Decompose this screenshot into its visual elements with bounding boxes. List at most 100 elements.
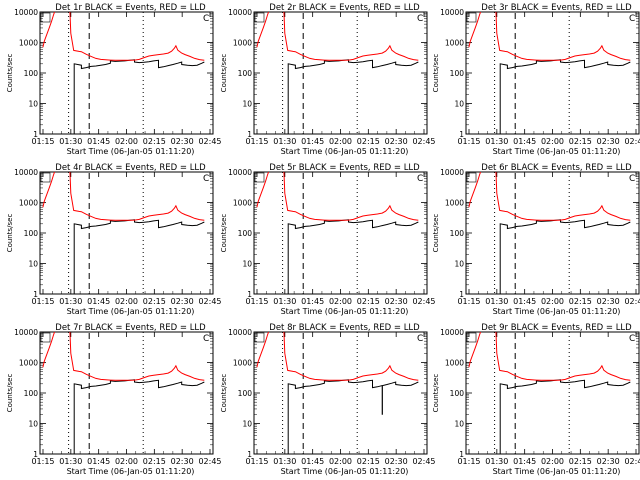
- x-tick-label: 02:45: [412, 457, 435, 466]
- x-tick-label: 02:45: [198, 297, 221, 306]
- plot-title: Det 3r BLACK = Events, RED = LLD: [481, 3, 632, 13]
- y-axis-label: Counts/sec: [6, 214, 14, 253]
- corner-box: [40, 332, 51, 343]
- x-tick-label: 02:30: [385, 297, 408, 306]
- y-tick-label: 1: [33, 130, 38, 139]
- plot-title: Det 7r BLACK = Events, RED = LLD: [55, 323, 206, 333]
- corner-label: C: [417, 334, 423, 344]
- y-tick-label: 1: [459, 290, 464, 299]
- x-tick-label: 01:30: [273, 137, 296, 146]
- x-tick-label: 02:00: [115, 297, 138, 306]
- y-tick-label: 1000: [233, 359, 252, 368]
- plot-frame: [465, 171, 640, 295]
- y-tick-label: 10000: [14, 168, 38, 177]
- y-tick-label: 1000: [445, 359, 464, 368]
- series-line-events: [499, 219, 631, 294]
- y-tick-label: 10: [28, 420, 38, 429]
- y-tick-label: 100: [24, 229, 39, 238]
- y-tick-label: 1: [33, 290, 38, 299]
- y-axis-label: Counts/sec: [220, 374, 228, 413]
- x-tick-label: 01:15: [457, 297, 480, 306]
- x-tick-label: 02:30: [171, 457, 194, 466]
- x-tick-label: 02:00: [329, 137, 352, 146]
- series-group: [256, 332, 419, 454]
- y-tick-label: 10000: [228, 8, 252, 17]
- y-tick-label: 10: [242, 100, 252, 109]
- x-tick-label: 02:00: [541, 457, 564, 466]
- series-group: [256, 12, 419, 134]
- corner-label: C: [203, 14, 209, 24]
- series-line-events: [73, 59, 205, 134]
- x-tick-label: 02:45: [624, 137, 640, 146]
- y-tick-label: 10000: [14, 328, 38, 337]
- x-tick-label: 01:15: [31, 137, 54, 146]
- x-tick-label: 02:00: [541, 137, 564, 146]
- y-axis-label: Counts/sec: [432, 214, 440, 253]
- x-tick-label: 02:45: [624, 297, 640, 306]
- x-tick-label: 01:15: [245, 457, 268, 466]
- x-tick-label: 01:30: [59, 137, 82, 146]
- series-line-events: [499, 379, 631, 454]
- plot-frame: [465, 331, 640, 455]
- series-line-events: [287, 219, 419, 294]
- series-line-lld: [468, 332, 631, 381]
- series-line-lld: [42, 172, 205, 221]
- x-tick-label: 02:45: [198, 457, 221, 466]
- x-axis-label: Start Time (06-Jan-05 01:11:20): [281, 467, 409, 476]
- y-tick-label: 10: [454, 100, 464, 109]
- x-tick-label: 02:30: [385, 457, 408, 466]
- x-axis-label: Start Time (06-Jan-05 01:11:20): [67, 307, 195, 316]
- y-tick-label: 10000: [228, 168, 252, 177]
- series-line-events: [287, 379, 419, 454]
- y-tick-label: 1000: [19, 39, 38, 48]
- x-axis-label: Start Time (06-Jan-05 01:11:20): [493, 467, 621, 476]
- y-tick-label: 1: [33, 450, 38, 459]
- x-tick-label: 02:30: [171, 137, 194, 146]
- y-tick-label: 100: [238, 389, 253, 398]
- y-tick-label: 1: [247, 290, 252, 299]
- x-tick-label: 01:45: [301, 457, 324, 466]
- y-axis-label: Counts/sec: [6, 54, 14, 93]
- x-tick-label: 01:30: [273, 297, 296, 306]
- series-line-lld: [256, 12, 419, 61]
- x-tick-label: 01:45: [513, 297, 536, 306]
- series-group: [256, 172, 419, 294]
- series-line-events: [287, 59, 419, 134]
- y-tick-label: 100: [238, 229, 253, 238]
- y-tick-label: 100: [450, 389, 465, 398]
- series-group: [468, 12, 631, 134]
- x-tick-label: 02:15: [357, 297, 380, 306]
- x-tick-label: 02:30: [597, 297, 620, 306]
- y-tick-label: 100: [24, 389, 39, 398]
- x-tick-label: 01:15: [457, 457, 480, 466]
- x-tick-label: 02:45: [412, 137, 435, 146]
- x-tick-label: 02:45: [198, 137, 221, 146]
- corner-label: C: [629, 334, 635, 344]
- corner-box: [466, 332, 477, 343]
- x-tick-label: 02:00: [115, 457, 138, 466]
- plot-frame: [39, 171, 214, 295]
- x-tick-label: 02:30: [385, 137, 408, 146]
- plot-title: Det 4r BLACK = Events, RED = LLD: [55, 163, 206, 173]
- series-group: [42, 12, 205, 134]
- series-line-events: [499, 59, 631, 134]
- x-tick-label: 01:45: [513, 457, 536, 466]
- plot-title: Det 2r BLACK = Events, RED = LLD: [269, 3, 420, 13]
- x-tick-label: 02:45: [412, 297, 435, 306]
- y-tick-label: 1000: [233, 199, 252, 208]
- series-line-lld: [468, 172, 631, 221]
- corner-box: [40, 172, 51, 183]
- x-axis-label: Start Time (06-Jan-05 01:11:20): [281, 147, 409, 156]
- x-tick-label: 01:30: [59, 457, 82, 466]
- x-tick-label: 01:15: [245, 297, 268, 306]
- x-tick-label: 02:15: [143, 137, 166, 146]
- y-tick-label: 1: [459, 450, 464, 459]
- y-tick-label: 10000: [440, 168, 464, 177]
- series-group: [468, 332, 631, 454]
- x-tick-label: 02:15: [143, 457, 166, 466]
- corner-label: C: [629, 14, 635, 24]
